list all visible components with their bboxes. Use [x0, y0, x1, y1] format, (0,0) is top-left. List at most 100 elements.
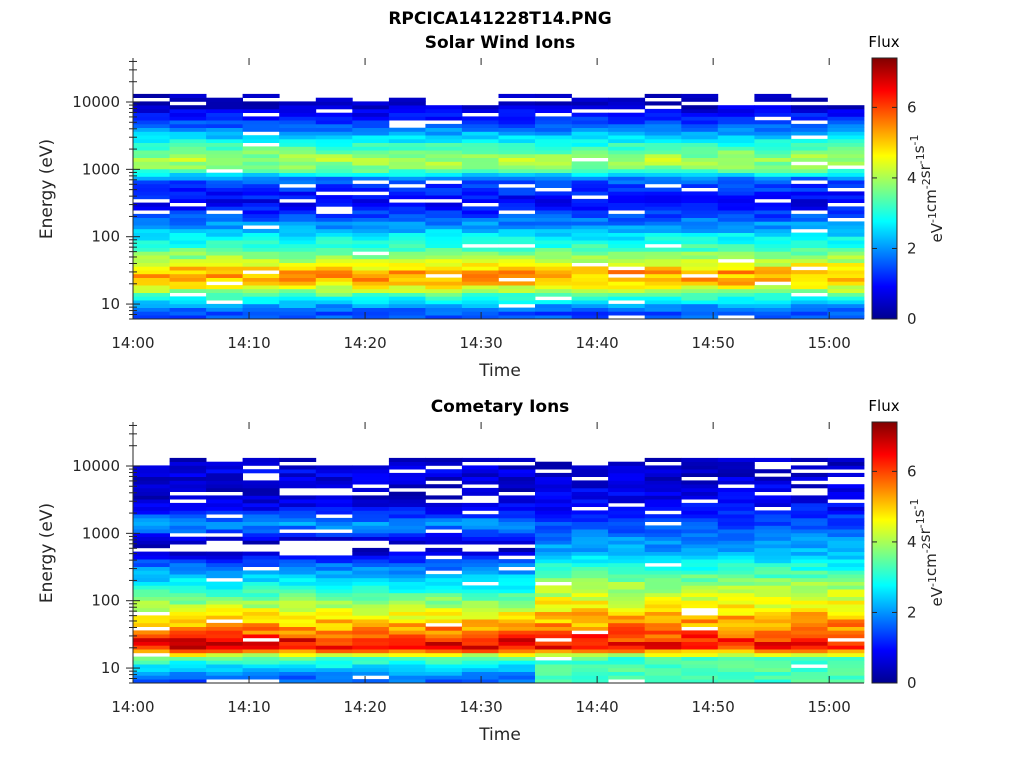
- heatmap-cell: [279, 277, 317, 282]
- heatmap-cell: [535, 108, 572, 113]
- heatmap-cell: [790, 247, 828, 252]
- heatmap-cell: [461, 652, 499, 657]
- heatmap-cell: [535, 615, 572, 620]
- heatmap-cell: [206, 585, 243, 590]
- heatmap-cell: [571, 180, 609, 185]
- heatmap-cell: [644, 195, 682, 200]
- heatmap-cell: [790, 191, 828, 196]
- heatmap-cell: [279, 210, 317, 215]
- y-tick-label: 1000: [82, 160, 120, 178]
- heatmap-cell: [279, 532, 317, 537]
- heatmap-cell: [754, 615, 792, 620]
- heatmap-cell: [754, 480, 792, 485]
- heatmap-cell: [754, 292, 792, 297]
- heatmap-cell: [681, 604, 719, 609]
- heatmap-cell: [461, 615, 499, 620]
- heatmap-cell: [571, 303, 609, 308]
- heatmap-cell: [644, 127, 682, 132]
- heatmap-cell: [279, 679, 317, 684]
- heatmap-cell: [790, 165, 828, 170]
- heatmap-cell: [242, 551, 280, 556]
- heatmap-cell: [169, 176, 207, 181]
- heatmap-cell: [352, 607, 390, 612]
- heatmap-cell: [644, 491, 682, 496]
- heatmap-cell: [461, 637, 499, 642]
- heatmap-cell: [461, 536, 499, 541]
- heatmap-cell: [279, 168, 317, 173]
- heatmap-cell: [169, 664, 207, 669]
- heatmap-cell: [425, 161, 463, 166]
- heatmap-cell: [206, 116, 243, 121]
- heatmap-cell: [754, 551, 792, 556]
- heatmap-cell: [315, 641, 353, 646]
- heatmap-cell: [827, 183, 865, 188]
- heatmap-cell: [279, 626, 317, 631]
- heatmap-cell: [133, 157, 170, 162]
- heatmap-cell: [242, 277, 280, 282]
- y-tick-label: 100: [91, 592, 120, 610]
- heatmap-cell: [133, 667, 170, 672]
- heatmap-cell: [352, 292, 390, 297]
- heatmap-cell: [535, 311, 572, 316]
- heatmap-cell: [498, 487, 536, 492]
- heatmap-cell: [133, 116, 170, 121]
- heatmap-cell: [425, 150, 463, 155]
- y-tick-label: 10: [101, 295, 120, 313]
- heatmap-cell: [535, 622, 572, 627]
- heatmap-cell: [717, 577, 755, 582]
- heatmap-cell: [425, 206, 463, 211]
- heatmap-cell: [681, 135, 719, 140]
- heatmap-cell: [169, 577, 207, 582]
- heatmap-cell: [206, 615, 243, 620]
- heatmap-cell: [169, 671, 207, 676]
- heatmap-cell: [352, 611, 390, 616]
- heatmap-cell: [608, 675, 646, 680]
- heatmap-cell: [790, 547, 828, 552]
- heatmap-cell: [169, 585, 207, 590]
- heatmap-cell: [133, 187, 170, 192]
- heatmap-cell: [425, 221, 463, 226]
- heatmap-cell: [206, 495, 243, 500]
- heatmap-cell: [206, 180, 243, 185]
- heatmap-cell: [571, 153, 609, 158]
- heatmap-cell: [206, 198, 243, 203]
- heatmap-cell: [315, 510, 353, 515]
- heatmap-cell: [315, 236, 353, 241]
- heatmap-cell: [717, 615, 755, 620]
- heatmap-cell: [608, 634, 646, 639]
- heatmap-cell: [571, 484, 609, 489]
- heatmap-cell: [790, 236, 828, 241]
- heatmap-cell: [827, 667, 865, 672]
- heatmap-cell: [461, 281, 499, 286]
- heatmap-cell: [535, 300, 572, 305]
- heatmap-cell: [169, 641, 207, 646]
- heatmap-cell: [315, 225, 353, 230]
- heatmap-cell: [206, 217, 243, 222]
- heatmap-cell: [242, 570, 280, 575]
- heatmap-cell: [242, 165, 280, 170]
- heatmap-cell: [169, 153, 207, 158]
- heatmap-cell: [535, 153, 572, 158]
- heatmap-cell: [352, 465, 390, 470]
- heatmap-cell: [242, 303, 280, 308]
- heatmap-cell: [790, 142, 828, 147]
- heatmap-cell: [644, 551, 682, 556]
- heatmap-cell: [352, 514, 390, 519]
- heatmap-cell: [754, 634, 792, 639]
- heatmap-cell: [644, 232, 682, 237]
- heatmap-cell: [535, 517, 572, 522]
- heatmap-cell: [790, 307, 828, 312]
- heatmap-cell: [352, 150, 390, 155]
- heatmap-cell: [388, 517, 426, 522]
- heatmap-cell: [644, 604, 682, 609]
- heatmap-cell: [790, 667, 828, 672]
- heatmap-cell: [352, 232, 390, 237]
- heatmap-cell: [754, 540, 792, 545]
- heatmap-cell: [608, 461, 646, 466]
- heatmap-cell: [206, 476, 243, 481]
- heatmap-cell: [754, 108, 792, 113]
- heatmap-cell: [717, 532, 755, 537]
- heatmap-cell: [425, 225, 463, 230]
- heatmap-cell: [133, 510, 170, 515]
- heatmap-cell: [169, 611, 207, 616]
